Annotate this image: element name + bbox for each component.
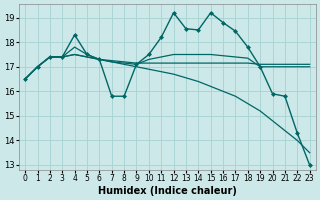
- X-axis label: Humidex (Indice chaleur): Humidex (Indice chaleur): [98, 186, 237, 196]
